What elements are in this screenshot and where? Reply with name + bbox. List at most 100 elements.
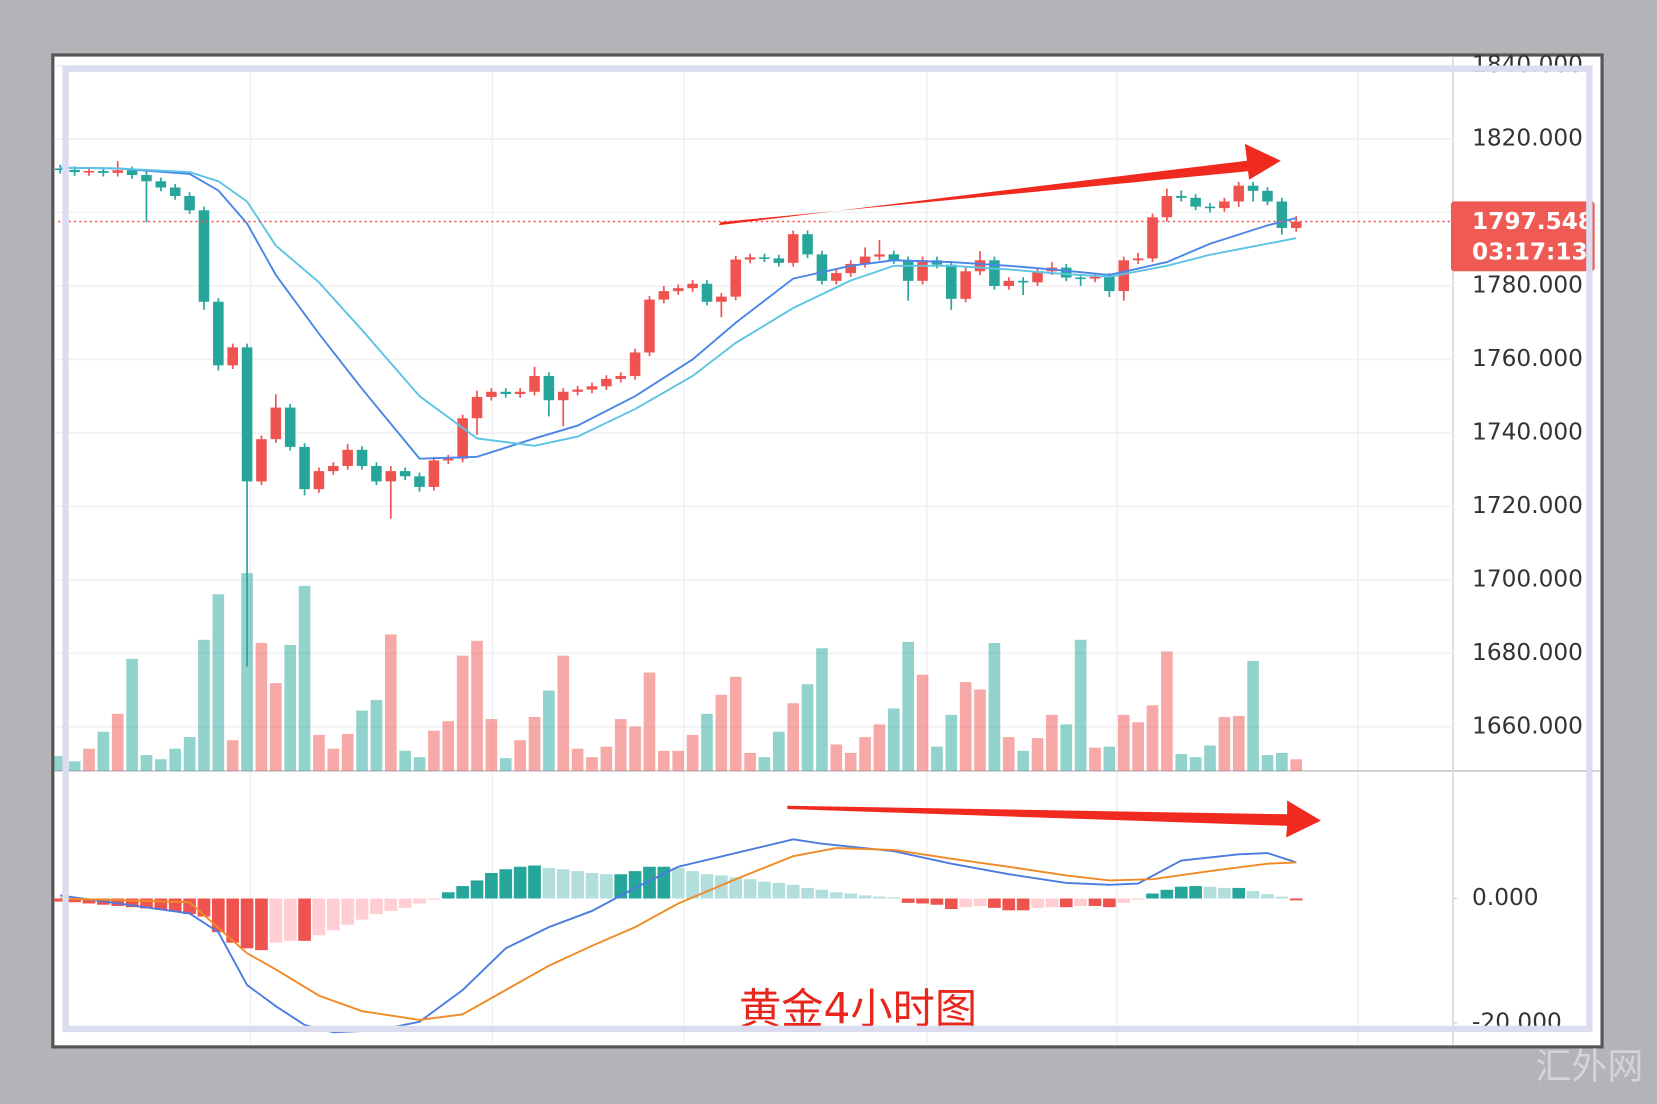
candle-body xyxy=(586,386,598,390)
volume-bar xyxy=(974,689,986,771)
indicator-line xyxy=(60,847,1297,1021)
candle-body xyxy=(802,234,813,255)
volume-bar xyxy=(1146,705,1159,771)
histogram-bar xyxy=(786,884,800,899)
candle-body xyxy=(112,170,124,173)
candle-body xyxy=(1118,260,1130,292)
candle-body xyxy=(442,458,454,461)
histogram-bar xyxy=(168,898,182,912)
histogram-bar xyxy=(154,898,168,910)
histogram-bar xyxy=(743,879,757,899)
volume-bar xyxy=(1290,759,1303,771)
volume-bar xyxy=(902,641,914,771)
candle-body xyxy=(256,439,267,482)
histogram-bar xyxy=(513,866,527,899)
volume-bar xyxy=(543,690,555,771)
volume-bar xyxy=(1046,714,1058,771)
y-tick-label: 1700.000 xyxy=(1472,565,1583,592)
volume-bar xyxy=(715,694,728,771)
chart-annotation: 黄金4小时图 xyxy=(739,985,977,1034)
histogram-bar xyxy=(930,898,944,905)
volume-bar xyxy=(643,672,656,771)
histogram-bar xyxy=(1232,887,1246,899)
volume-bar xyxy=(758,757,771,771)
volume-bar xyxy=(212,594,225,771)
histogram-bar xyxy=(671,868,685,899)
histogram-bar xyxy=(413,898,426,904)
volume-bar xyxy=(169,748,182,771)
histogram-bar xyxy=(341,898,355,925)
histogram-bar xyxy=(829,892,843,899)
candle-body xyxy=(54,168,66,171)
histogram-bar xyxy=(600,874,613,899)
volume-bar xyxy=(773,731,785,771)
candle-body xyxy=(83,170,95,173)
candle-body xyxy=(313,471,325,490)
candle-body xyxy=(1017,280,1029,283)
histogram-bar xyxy=(542,868,556,899)
trend-arrow-price xyxy=(718,143,1281,226)
candle-body xyxy=(1219,201,1230,209)
y-tick-label: 1660.000 xyxy=(1472,712,1583,739)
histogram-bar xyxy=(556,869,570,899)
histogram-bar xyxy=(125,898,139,908)
histogram-bar xyxy=(312,898,326,936)
histogram-bar xyxy=(614,874,628,899)
histogram-bar xyxy=(887,897,901,899)
volume-bar xyxy=(1060,724,1073,771)
candle-body xyxy=(759,257,770,259)
volume-bar xyxy=(1117,714,1130,771)
histogram-bar xyxy=(715,875,728,899)
histogram-bar xyxy=(1045,898,1059,908)
histogram-bar xyxy=(1031,898,1044,908)
indicator-line xyxy=(60,838,1297,1034)
candle-body xyxy=(399,471,411,477)
histogram-bar xyxy=(1103,898,1116,908)
histogram-bar xyxy=(1016,898,1030,911)
histogram-bar xyxy=(269,898,283,943)
candle-body xyxy=(241,347,253,482)
volume-bar xyxy=(787,703,800,771)
candle-body xyxy=(500,391,512,394)
candle-body xyxy=(342,449,353,466)
histogram-bar xyxy=(355,898,369,920)
candle-body xyxy=(184,195,195,211)
countdown-label: 03:17:13 xyxy=(1472,239,1588,266)
candle-body xyxy=(227,347,238,366)
volume-bar xyxy=(1017,750,1029,771)
y-tick-label: 1720.000 xyxy=(1472,492,1583,519)
histogram-bar xyxy=(916,898,929,904)
y-tick-label: 1760.000 xyxy=(1472,345,1583,372)
histogram-bar xyxy=(1074,898,1087,906)
volume-bar xyxy=(1232,715,1245,771)
plot: 1840.0001820.0001800.0001780.0001760.000… xyxy=(53,51,1595,1035)
candle-body xyxy=(831,273,842,281)
histogram-bar xyxy=(140,898,153,909)
candle-body xyxy=(1089,276,1101,279)
candle-body xyxy=(1175,195,1187,198)
candle-body xyxy=(1147,217,1158,259)
volume-bar xyxy=(384,634,397,771)
histogram-bar xyxy=(485,872,498,899)
volume-bar xyxy=(1261,755,1274,771)
histogram-bar xyxy=(686,871,699,899)
histogram-bar xyxy=(944,898,958,910)
volume-bar xyxy=(959,682,972,771)
histogram-bar xyxy=(240,898,254,949)
histogram-bar xyxy=(1246,891,1260,899)
candle-body xyxy=(658,291,670,300)
volume-bar xyxy=(1247,660,1259,771)
y-tick-label: 0.000 xyxy=(1472,884,1539,911)
histogram-bar xyxy=(858,895,872,899)
volume-bar xyxy=(614,719,627,771)
volume-bar xyxy=(327,748,340,771)
volume-bar xyxy=(600,746,613,771)
histogram-bar xyxy=(585,872,599,899)
volume-bar xyxy=(198,639,210,771)
candle-body xyxy=(859,256,871,264)
histogram-bar xyxy=(1059,898,1073,908)
histogram-bar xyxy=(1146,893,1159,899)
histogram-bar xyxy=(283,898,297,941)
y-tick-label: 1680.000 xyxy=(1472,639,1583,666)
histogram-bar xyxy=(111,898,125,906)
